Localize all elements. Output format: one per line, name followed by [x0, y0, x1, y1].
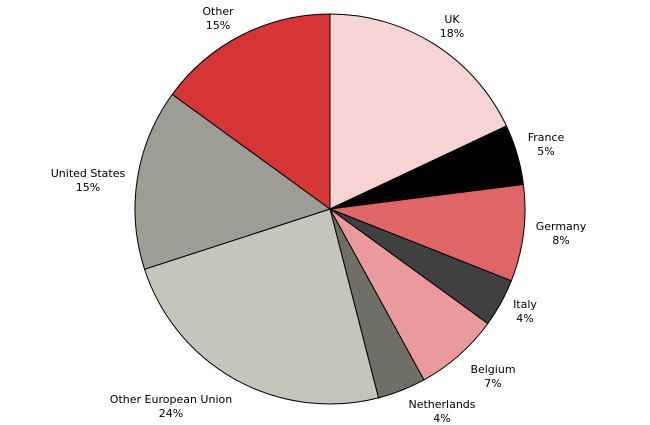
- pie-slice-united-states: [134, 93, 332, 270]
- slice-value-label: 8%: [552, 234, 569, 247]
- slice-value-label: 18%: [440, 27, 464, 40]
- slice-name-label: Italy: [513, 298, 537, 311]
- slice-name-label: Other: [202, 5, 234, 18]
- slice-name-label: Other European Union: [110, 393, 232, 406]
- pie-labels: UK18%France5%Germany8%Italy4%Belgium7%Ne…: [51, 5, 587, 425]
- slice-value-label: 7%: [484, 377, 501, 390]
- slice-value-label: 15%: [206, 19, 230, 32]
- slice-value-label: 4%: [433, 412, 450, 425]
- slice-name-label: United States: [51, 167, 126, 180]
- pie-slice-other-european-union: [143, 208, 380, 405]
- slice-value-label: 5%: [537, 145, 554, 158]
- slice-name-label: Netherlands: [408, 398, 475, 411]
- slice-value-label: 24%: [159, 407, 183, 420]
- slice-value-label: 15%: [76, 181, 100, 194]
- slice-name-label: Germany: [536, 220, 587, 233]
- slice-name-label: UK: [444, 13, 460, 26]
- pie-slice-other: [171, 13, 331, 210]
- slice-name-label: Belgium: [470, 363, 515, 376]
- pie-slice-germany: [329, 184, 526, 282]
- slice-name-label: France: [528, 131, 565, 144]
- pie-slice-uk: [329, 13, 508, 210]
- slice-value-label: 4%: [516, 312, 533, 325]
- pie-slices: [134, 13, 526, 405]
